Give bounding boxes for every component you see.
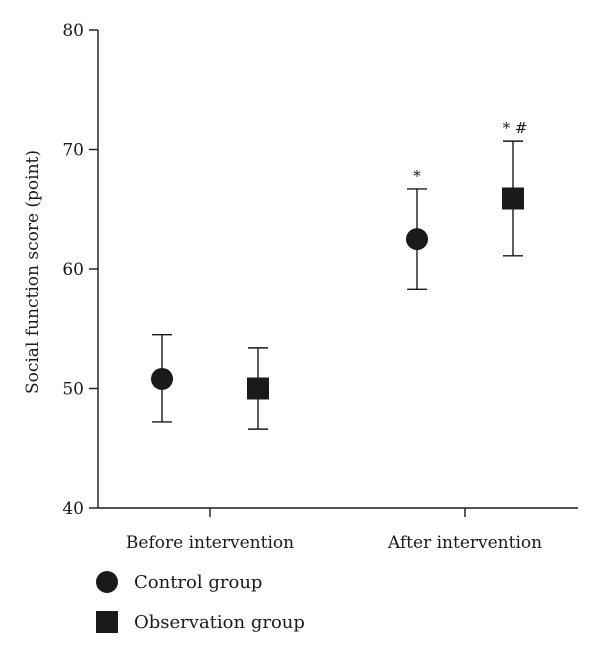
y-axis-label: Social function score (point) [23, 150, 43, 394]
legend-circle-marker [96, 571, 118, 593]
data-point-circle [406, 228, 428, 251]
legend-item-control: Control group [96, 570, 305, 594]
legend-label-control: Control group [134, 571, 263, 593]
significance-annotation: * [413, 167, 421, 185]
y-tick-label: 60 [62, 260, 84, 280]
x-category-label: After intervention [387, 533, 542, 553]
legend-item-observation: Observation group [96, 610, 305, 634]
legend-label-observation: Observation group [134, 611, 305, 633]
chart-plot: 40 50 60 70 80 Before intervention After inter… [23, 21, 578, 553]
legend-square-marker [96, 611, 118, 633]
significance-annotation: * # [503, 119, 528, 137]
data-point-square [247, 377, 269, 400]
chart-axes: 40 50 60 70 80 Before intervention After inter… [62, 21, 578, 553]
data-point-circle [151, 367, 173, 390]
y-tick-label: 70 [62, 141, 84, 161]
y-tick-label: 80 [62, 21, 84, 41]
data-point-square [502, 187, 524, 210]
chart-marks: * * # [151, 119, 528, 430]
x-category-label: Before intervention [126, 533, 294, 553]
y-tick-label: 40 [62, 499, 84, 519]
y-tick-label: 50 [62, 380, 84, 400]
legend: Control group Observation group [96, 570, 305, 650]
